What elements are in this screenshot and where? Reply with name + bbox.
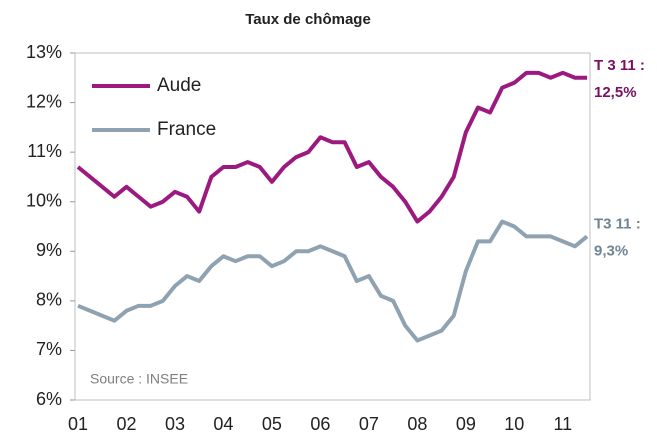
y-tick-label: 13% (26, 42, 62, 62)
plot-frame (74, 52, 591, 401)
annotation: 12,5% (594, 84, 637, 101)
x-tick-label: 11 (553, 414, 572, 434)
x-tick-label: 09 (456, 414, 476, 434)
series-line (76, 70, 588, 224)
annotation: 9,3% (594, 242, 628, 259)
y-tick-label: 12% (26, 91, 62, 111)
x-tick-label: 10 (504, 414, 524, 434)
x-tick-label: 03 (165, 414, 185, 434)
chart-title: Taux de chômage (245, 11, 371, 28)
y-tick-label: 10% (26, 190, 62, 210)
x-tick-label: 01 (68, 414, 88, 434)
y-tick-label: 7% (36, 339, 62, 359)
legend-label: France (157, 119, 216, 140)
source-note: Source : INSEE (90, 371, 188, 387)
x-tick-label: 04 (213, 414, 233, 434)
x-tick-label: 07 (359, 414, 379, 434)
y-tick-label: 6% (36, 389, 62, 409)
annotation: T 3 11 : (594, 57, 645, 74)
legend-label: Aude (157, 75, 201, 96)
y-tick-label: 9% (36, 240, 62, 260)
y-tick-label: 8% (36, 290, 62, 310)
x-tick-label: 06 (310, 414, 330, 434)
annotation: T3 11 : (594, 215, 641, 232)
x-tick-label: 08 (407, 414, 427, 434)
x-tick-label: 05 (262, 414, 282, 434)
series-line (77, 219, 589, 343)
x-tick-label: 02 (116, 414, 136, 434)
y-tick-label: 11% (27, 141, 62, 161)
